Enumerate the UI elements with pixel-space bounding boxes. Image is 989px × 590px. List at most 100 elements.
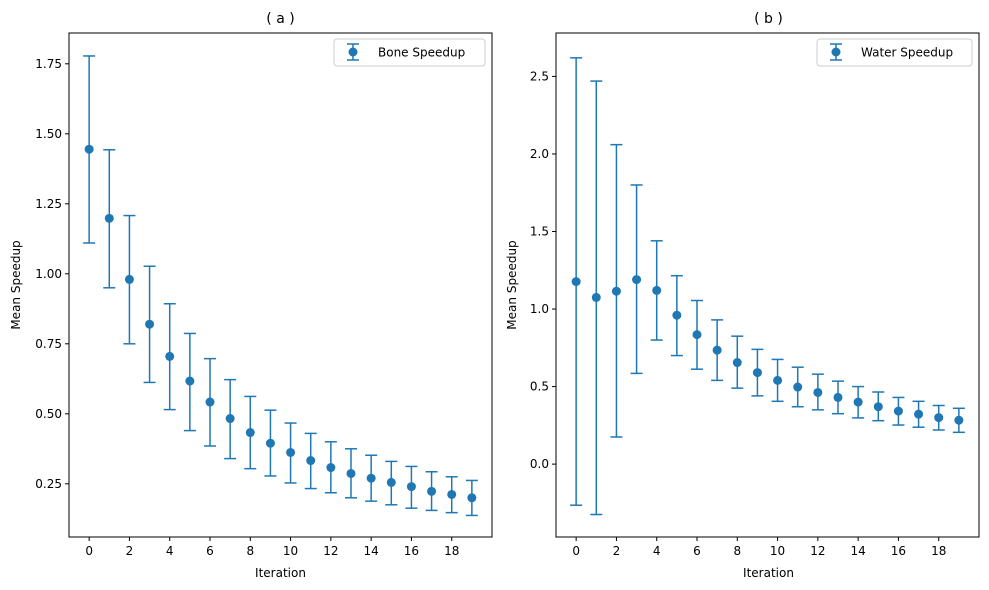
data-point	[185, 376, 195, 386]
y-tick-label: 0.25	[35, 477, 62, 491]
data-point	[406, 482, 416, 492]
data-point-group	[932, 404, 945, 431]
data-point-group	[811, 373, 824, 411]
subplot-title: ( a )	[266, 11, 294, 27]
data-point	[366, 473, 376, 483]
data-point-group	[771, 358, 784, 403]
x-tick-label: 10	[770, 544, 785, 558]
x-tick-label: 14	[851, 544, 866, 558]
data-point-group	[224, 378, 237, 460]
data-point	[286, 447, 296, 457]
data-point-group	[691, 299, 703, 370]
y-axis-label: Mean Speedup	[505, 240, 519, 329]
data-point-group	[892, 396, 905, 426]
x-tick-label: 4	[653, 544, 661, 558]
data-point	[104, 213, 114, 223]
data-point	[591, 292, 601, 302]
x-tick-label: 6	[693, 544, 701, 558]
y-tick-label: 1.50	[35, 127, 62, 141]
x-tick-label: 2	[613, 544, 621, 558]
x-tick-label: 8	[733, 544, 741, 558]
y-tick-label: 1.75	[35, 57, 62, 71]
x-tick-label: 12	[323, 544, 338, 558]
data-point-group	[385, 460, 398, 506]
legend-box	[333, 38, 486, 67]
data-point-group	[912, 400, 925, 428]
x-axis-ticks: 0 2 4 6 8 10 12 14 16 18	[572, 537, 946, 558]
data-point-group	[590, 80, 603, 516]
data-point-group	[83, 55, 96, 244]
data-point	[692, 330, 702, 340]
x-tick-label: 16	[404, 544, 419, 558]
data-point-group	[204, 357, 216, 447]
data-point	[793, 382, 803, 392]
data-point-group	[244, 395, 257, 470]
data-point	[652, 285, 662, 295]
data-point-group	[952, 407, 965, 434]
data-point	[386, 477, 396, 487]
data-point-group	[264, 409, 277, 477]
data-point-group	[345, 448, 357, 499]
data-point-group	[445, 476, 458, 514]
y-axis-ticks: 0.25 0.50 0.75 1.00 1.25 1.50 1.75	[35, 57, 69, 491]
y-tick-label: 0.0	[530, 457, 549, 471]
data-point	[447, 489, 457, 499]
data-point-group	[711, 319, 724, 382]
data-point	[672, 310, 682, 320]
data-point-group	[832, 380, 844, 415]
x-tick-label: 16	[891, 544, 906, 558]
x-tick-label: 10	[283, 544, 298, 558]
data-point-group	[365, 454, 378, 502]
data-point	[306, 456, 316, 466]
data-point	[245, 428, 255, 438]
y-tick-label: 2.5	[530, 69, 549, 83]
legend-label: Bone Speedup	[378, 46, 465, 60]
data-point-group	[103, 149, 116, 289]
x-tick-label: 0	[85, 544, 93, 558]
data-point-group	[425, 471, 438, 512]
y-tick-label: 1.0	[530, 302, 549, 316]
legend: Water Speedup	[816, 38, 973, 67]
data-point	[934, 413, 944, 423]
x-tick-label: 18	[444, 544, 459, 558]
data-point-group	[751, 348, 764, 397]
data-point	[813, 387, 823, 397]
x-axis-ticks: 0 2 4 6 8 10 12 14 16 18	[85, 537, 459, 558]
data-point	[467, 493, 477, 503]
data-point	[773, 375, 783, 385]
x-tick-label: 18	[931, 544, 946, 558]
data-point	[833, 392, 843, 402]
data-point	[611, 286, 621, 296]
data-point-group	[324, 441, 337, 494]
data-point	[346, 468, 356, 478]
legend-point-marker	[831, 47, 841, 57]
data-point	[205, 397, 215, 407]
data-point-group	[123, 214, 136, 345]
data-point-group	[465, 479, 478, 517]
x-tick-label: 4	[166, 544, 174, 558]
data-point-group	[872, 391, 885, 422]
data-point	[893, 406, 903, 416]
data-point	[326, 463, 336, 473]
x-axis-label: Iteration	[743, 566, 794, 580]
legend-point-marker	[348, 47, 358, 57]
data-point	[914, 409, 924, 419]
error-bar-series	[570, 57, 965, 516]
legend: Bone Speedup	[333, 38, 486, 67]
y-tick-label: 1.5	[530, 224, 549, 238]
data-point	[165, 351, 175, 361]
data-point-group	[610, 143, 623, 438]
data-point	[145, 319, 155, 329]
data-point-group	[650, 240, 663, 341]
data-point-group	[284, 422, 297, 484]
y-axis-ticks: 0.0 0.5 1.0 1.5 2.0 2.5	[530, 69, 556, 471]
x-tick-label: 8	[246, 544, 254, 558]
data-point	[632, 275, 642, 285]
data-point-group	[630, 184, 643, 375]
data-point	[752, 368, 762, 378]
data-point	[732, 358, 742, 368]
x-axis-label: Iteration	[255, 566, 306, 580]
data-point-group	[183, 332, 196, 432]
data-point-group	[163, 303, 176, 411]
